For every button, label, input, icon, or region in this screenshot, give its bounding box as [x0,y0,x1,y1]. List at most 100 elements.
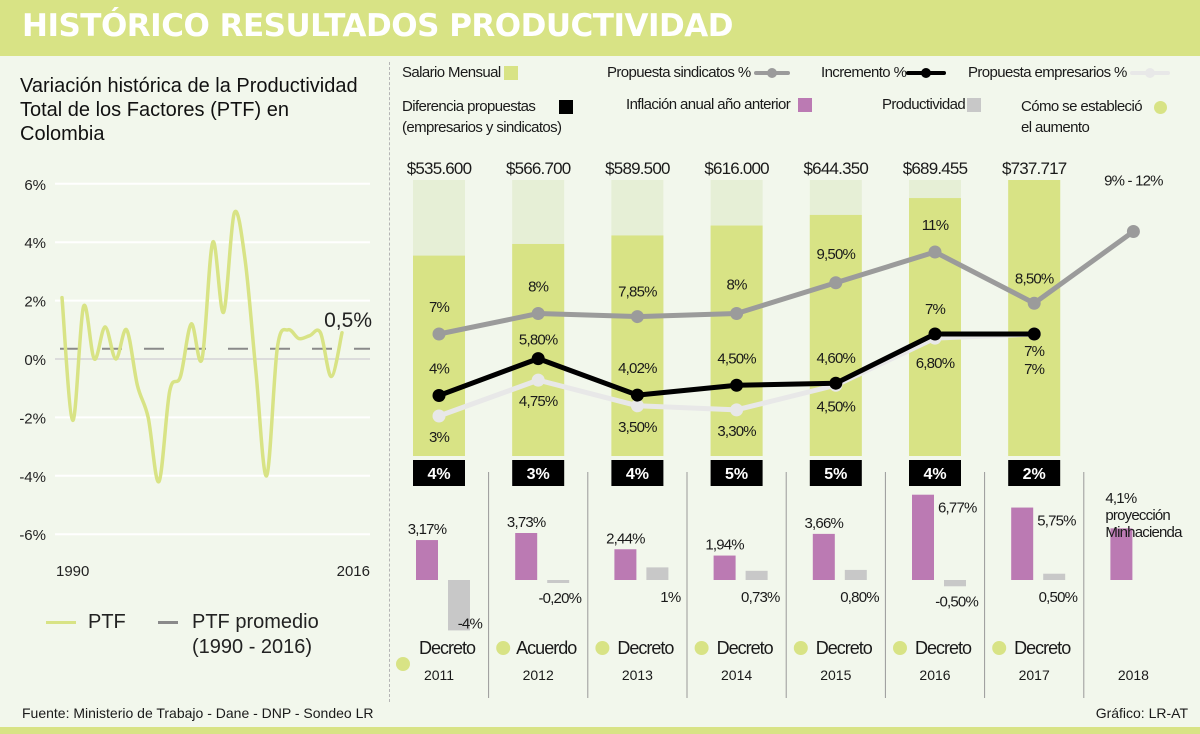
y-tick-label: -2% [19,410,46,427]
mechanism-label: Decreto [816,638,873,658]
inflation-bar [912,494,934,580]
x-tick-label-start: 1990 [56,563,89,580]
ptf-last-value-label: 0,5% [324,309,372,332]
legend-ptf: PTF [46,610,126,635]
legend-como: Cómo se estableció el aumento [1021,96,1167,138]
salary-bar [909,198,961,456]
legend-ptf-avg-label: PTF promedio [192,611,319,633]
incremento-value-label: 4,02% [618,360,657,377]
incremento-value-label: 5,80% [519,332,558,349]
inflation-label: 4,1% [1105,490,1136,507]
empresarios-value-label: 3,50% [618,419,657,436]
salary-bar [413,255,465,456]
legend-incremento: Incremento % [821,64,947,81]
year-label: 2016 [919,667,950,683]
incremento-line-icon [906,68,947,79]
sindicatos-value-label: 8% [528,279,549,296]
y-tick-label: 6% [24,177,46,194]
sindicatos-value-label: 9,50% [817,246,856,263]
mechanism-label: Acuerdo [516,638,577,658]
mechanism-dot-icon [992,641,1007,655]
sindicatos-point [630,310,644,324]
ptf-line-swatch [46,621,76,625]
legend-empresarios: Propuesta empresarios % [968,64,1171,81]
empresarios-value-label: 7% [1024,361,1045,378]
empresarios-value-label: 4,75% [519,393,558,410]
ptf-avg-swatch [158,621,178,624]
legend-como-label: Cómo se estableció [1021,98,1143,115]
year-label: 2014 [721,667,752,683]
difference-label: 4% [427,466,450,483]
inflacion-swatch [797,98,812,113]
year-label: 2012 [523,667,554,683]
sindicatos-value-label: 7% [429,299,450,316]
diferencia-swatch [558,100,573,115]
sindicatos-value-label: 11% [922,217,949,234]
empresarios-value-label: 3% [429,429,450,446]
mechanism-label: Decreto [717,638,774,658]
productivity-bar [448,580,470,631]
legend-productividad: Productividad [882,96,982,113]
difference-box [909,460,961,486]
difference-box [413,460,465,486]
salary-proposals-chart: $535.600 $566.700 $589.500 $616.000 $644.350… [396,159,1184,698]
difference-label: 5% [824,466,847,483]
inflation-bar [713,555,736,580]
salary-bar [1008,180,1061,456]
incremento-point [1027,327,1041,341]
sindicatos-line-icon [754,68,791,79]
sindicatos-point [1126,225,1140,238]
legend-productividad-label: Productividad [882,96,966,113]
inflation-bar [416,540,438,580]
salary-bar [710,225,763,456]
salario-swatch [504,66,519,81]
inflation-bar [812,533,835,580]
inflation-bar [1110,528,1133,580]
mechanism-label: Decreto [915,638,972,658]
mechanism-label: Decreto [419,638,476,658]
empresarios-point [432,409,446,423]
sindicatos-line [438,229,1135,337]
productividad-swatch [967,98,982,113]
legend-incremento-label: Incremento % [821,64,907,81]
productivity-label: 0,73% [741,589,780,606]
source-note: Fuente: Ministerio de Trabajo - Dane - D… [22,705,374,721]
sindicatos-value-label: 7,85% [618,284,657,301]
empresarios-line-icon [1130,68,1171,79]
legend-salario: Salario Mensual [402,64,519,81]
sindicatos-value-label: 8% [727,277,748,294]
legend-diferencia-label: Diferencia propuestas [402,98,536,115]
sindicatos-value-label: 9% - 12% [1104,173,1163,190]
productivity-bar [646,567,669,580]
difference-label: 4% [626,466,649,483]
projection-source: Minhacienda [1105,524,1183,541]
incremento-point [928,327,942,341]
inflation-label: 6,77% [938,500,977,517]
sindicatos-value-label: 8,50% [1015,270,1054,287]
legend-empresarios-label: Propuesta empresarios % [968,64,1127,81]
salary-label: $616.000 [704,159,769,178]
incremento-value-label: 4% [429,361,450,378]
legend-ptf-avg: PTF promedio (1990 - 2016) [158,610,319,660]
inflation-label: 5,75% [1037,513,1076,530]
incremento-point [531,352,545,366]
productivity-bar [944,580,966,587]
productivity-label: -0,50% [935,593,978,610]
mechanism-dot-icon [595,641,610,655]
difference-label: 2% [1023,466,1046,483]
mechanism-dot-icon [396,657,410,671]
empresarios-value-label: 3,30% [717,423,756,440]
difference-label: 5% [725,466,748,483]
salary-label: $566.700 [506,159,571,178]
projection-note: proyección [1105,507,1170,524]
inflation-label: 3,66% [805,515,844,532]
y-tick-label: 4% [24,235,46,252]
salary-label: $535.600 [407,159,472,178]
productivity-bar [844,569,867,580]
productivity-label: -4% [458,615,483,632]
credit-note: Gráfico: LR-AT [1095,705,1188,721]
salary-bar [512,243,565,456]
incremento-value-label: 4,50% [717,350,756,367]
inflation-label: 2,44% [606,530,645,547]
page-title: HISTÓRICO RESULTADOS PRODUCTIVIDAD [22,8,733,44]
